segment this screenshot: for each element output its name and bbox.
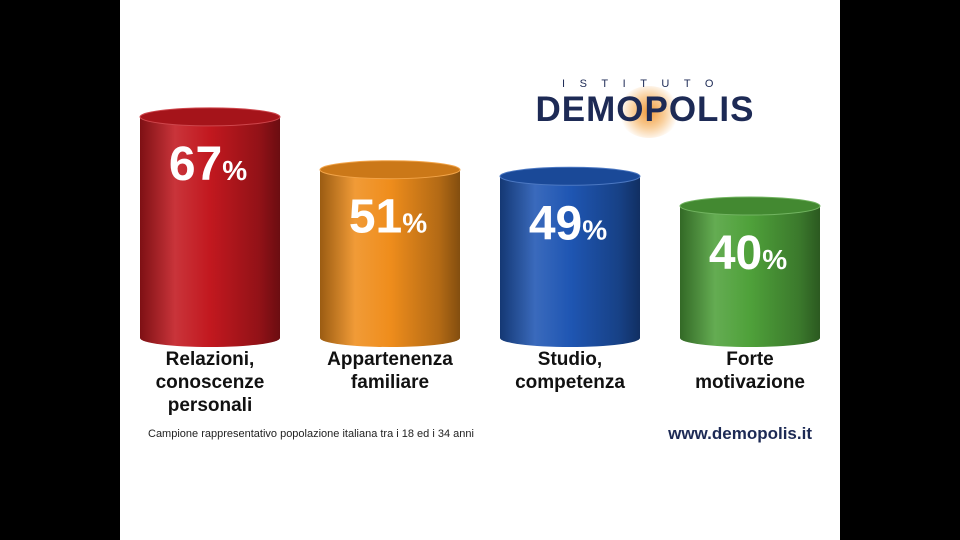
category-label-line: Forte: [726, 349, 774, 370]
bar-body-2: [500, 176, 640, 347]
category-label-3: Forte motivazione: [660, 348, 840, 394]
logo-main-text: DEMOPOLIS: [535, 90, 755, 129]
category-label-line: competenza: [515, 372, 625, 393]
bar-value-label-0: 67%: [169, 138, 247, 191]
bar-top-2: [499, 166, 641, 186]
category-label-line: personali: [167, 395, 253, 416]
bar-2: 49%: [499, 166, 641, 347]
bar-value-label-1: 51%: [349, 191, 427, 244]
category-label-line: familiare: [350, 372, 430, 393]
chart-slide: ISTITUTO DEMOPOLIS 67% 51% 49% 40% Relazion…: [120, 0, 840, 540]
logo-top-text: ISTITUTO: [562, 78, 728, 90]
category-label-2: Studio, competenza: [480, 348, 660, 394]
bar-body-1: [320, 169, 460, 347]
bar-1: 51%: [319, 160, 461, 347]
bar-0: 67%: [139, 107, 281, 348]
sample-footnote: Campione rappresentativo popolazione ita…: [148, 428, 474, 440]
bar-top-3: [679, 196, 821, 216]
category-label-line: Relazioni,: [165, 349, 255, 370]
category-label-0: Relazioni, conoscenze personali: [120, 348, 300, 417]
bar-top-1: [319, 160, 461, 180]
bar-top-0: [139, 107, 281, 127]
website-link[interactable]: www.demopolis.it: [668, 424, 812, 443]
category-label-line: Appartenenza: [327, 349, 453, 370]
bar-body-0: [140, 116, 280, 348]
bar-3: 40%: [679, 196, 821, 347]
bar-body-3: [680, 206, 820, 347]
logo-sun-mark: [618, 86, 680, 138]
category-label-1: Appartenenza familiare: [300, 348, 480, 394]
category-label-line: conoscenze: [155, 372, 265, 393]
category-label-line: motivazione: [695, 372, 805, 393]
demopolis-logo: ISTITUTO DEMOPOLIS: [500, 78, 790, 138]
category-label-line: Studio,: [537, 349, 603, 370]
bar-chart: 67% 51% 49% 40%: [139, 107, 821, 348]
